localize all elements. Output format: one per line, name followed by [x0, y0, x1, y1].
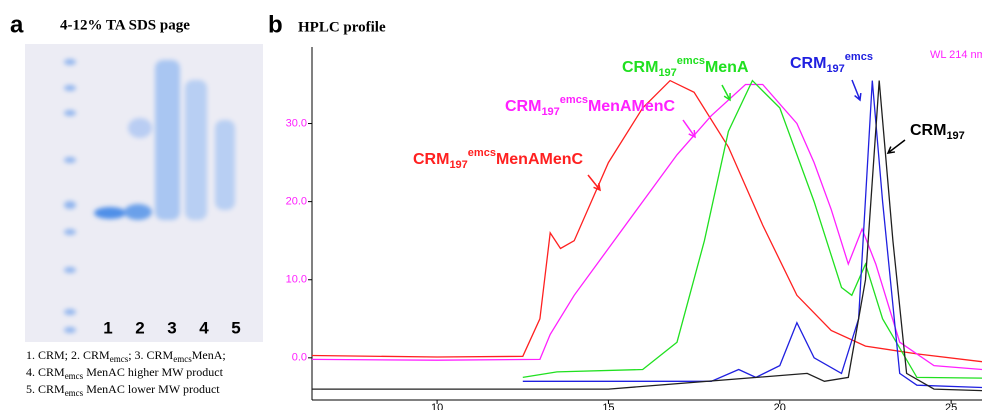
annotation-arrow — [682, 119, 696, 139]
legend-text: 1. CRM; 2. CRM — [26, 348, 110, 362]
legend-text: MenA; — [192, 348, 226, 362]
annotation-sub: 197 — [449, 159, 467, 171]
annotation-sub: 197 — [541, 106, 559, 118]
annotation-arrow — [587, 174, 601, 192]
annotation-arrow — [886, 139, 906, 154]
legend-text: MenAC lower MW product — [83, 382, 220, 396]
lane-label: 4 — [199, 318, 209, 337]
lane-label: 1 — [103, 318, 112, 337]
annotation-text: MenAMenC — [496, 151, 584, 168]
annotation-sup: emcs — [560, 94, 588, 106]
legend-text: ; 3. CRM — [128, 348, 173, 362]
annotation-text: CRM — [790, 55, 826, 72]
y-tick-label: 0.0 — [292, 352, 307, 364]
annotation-text: CRM — [505, 98, 541, 115]
annotation-sup: emcs — [468, 147, 496, 159]
gel-title: 4-12% TA SDS page — [60, 17, 190, 33]
x-tick-label: 25 — [945, 402, 957, 410]
annotation-sup: emcs — [845, 51, 873, 63]
annotation-text: CRM — [413, 151, 449, 168]
trace — [311, 79, 982, 363]
annotation-sub: 197 — [658, 67, 676, 79]
legend-text: emcs — [173, 354, 192, 364]
trace — [312, 80, 982, 392]
annotation-arrow — [721, 84, 731, 102]
x-tick-label: 10 — [431, 402, 443, 410]
legend-text: emcs — [65, 371, 84, 381]
legend-line: 1. CRM; 2. CRMemcs; 3. CRMemcsMenA; — [26, 348, 226, 364]
legend-text: MenAC higher MW product — [83, 365, 223, 379]
wavelength-label: WL 214 nm — [930, 49, 982, 61]
annotation-sup: emcs — [677, 55, 705, 67]
y-tick-label: 10.0 — [286, 274, 307, 286]
y-tick-label: 30.0 — [286, 117, 307, 129]
legend-line: 5. CRMemcs MenAC lower MW product — [26, 382, 220, 398]
y-tick-label: 20.0 — [286, 196, 307, 208]
annotation: CRM197emcs — [790, 51, 873, 75]
annotation: CRM197emcsMenAMenC — [413, 147, 583, 171]
lane-label: 3 — [167, 318, 176, 337]
annotation: CRM197emcsMenA — [622, 55, 749, 79]
trace — [522, 79, 982, 379]
annotation-text: MenAMenC — [588, 98, 676, 115]
annotation-text: CRM — [910, 122, 946, 139]
chart-title: HPLC profile — [298, 19, 386, 35]
x-tick-label: 20 — [774, 402, 786, 410]
x-tick-label: 15 — [602, 402, 614, 410]
annotation: CRM197emcsMenAMenC — [505, 94, 675, 118]
trace — [311, 83, 982, 371]
lane-label: 5 — [231, 318, 240, 337]
annotation-sub: 197 — [826, 63, 844, 75]
panel-letter: b — [268, 11, 283, 38]
annotation-text: CRM — [622, 59, 658, 76]
legend-text: emcs — [65, 388, 84, 398]
annotation-text: MenA — [705, 59, 749, 76]
legend-text: emcs — [110, 354, 129, 364]
gel — [25, 44, 263, 342]
legend-line: 4. CRMemcs MenAC higher MW product — [26, 365, 224, 381]
panel-letter: a — [10, 11, 24, 38]
annotation: CRM197 — [910, 122, 965, 142]
trace — [522, 80, 982, 389]
annotation-arrow — [851, 79, 862, 102]
legend-text: 5. CRM — [26, 382, 65, 396]
lane-label: 2 — [135, 318, 144, 337]
annotation-sub: 197 — [946, 130, 964, 142]
legend-text: 4. CRM — [26, 365, 65, 379]
